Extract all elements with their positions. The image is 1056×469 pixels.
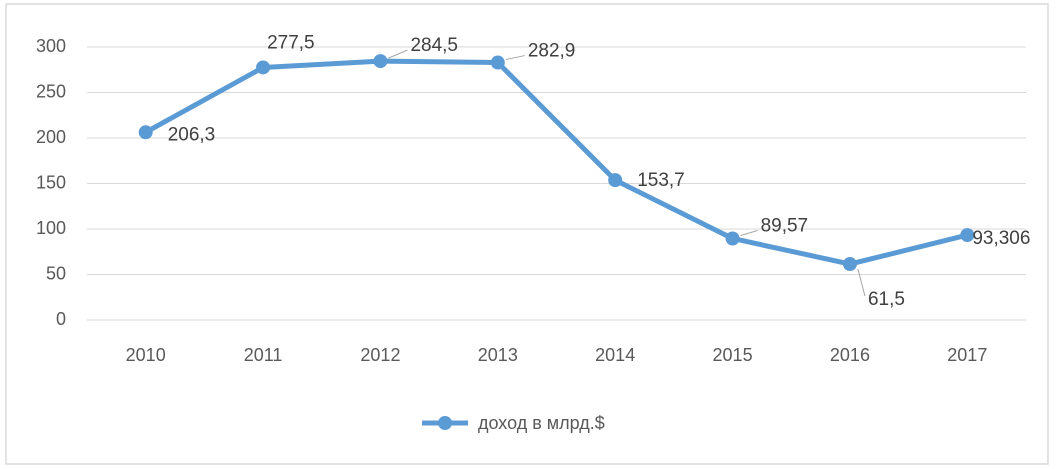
y-tick-label: 100 bbox=[36, 218, 66, 238]
y-tick-label: 150 bbox=[36, 172, 66, 192]
x-tick-label: 2016 bbox=[830, 345, 870, 365]
data-label: 153,7 bbox=[637, 170, 685, 191]
leader-line bbox=[857, 268, 866, 297]
chart-frame bbox=[5, 3, 1049, 465]
leader-line bbox=[740, 230, 758, 236]
data-point bbox=[725, 231, 740, 246]
data-label: 61,5 bbox=[868, 289, 905, 310]
y-tick-label: 50 bbox=[46, 263, 66, 283]
y-tick-label: 0 bbox=[56, 309, 66, 329]
data-point bbox=[373, 54, 388, 69]
x-tick-label: 2011 bbox=[244, 345, 283, 365]
data-point bbox=[256, 60, 271, 75]
x-tick-label: 2014 bbox=[595, 345, 635, 365]
data-point bbox=[490, 55, 505, 70]
data-point bbox=[842, 257, 857, 272]
legend-label: доход в млрд.$ bbox=[478, 413, 605, 433]
y-tick-label: 300 bbox=[36, 36, 66, 56]
data-point bbox=[608, 173, 623, 188]
x-tick-label: 2015 bbox=[713, 345, 753, 365]
data-label: 284,5 bbox=[410, 35, 458, 56]
data-point bbox=[138, 125, 153, 140]
leader-line bbox=[388, 49, 408, 59]
data-label: 277,5 bbox=[267, 32, 315, 53]
data-point bbox=[960, 228, 975, 243]
leader-line bbox=[505, 55, 525, 61]
data-label: 89,57 bbox=[761, 216, 809, 237]
x-tick-label: 2012 bbox=[360, 345, 400, 365]
x-tick-label: 2010 bbox=[126, 345, 166, 365]
data-label: 282,9 bbox=[528, 41, 576, 62]
legend-marker bbox=[438, 416, 452, 430]
data-label: 93,306 bbox=[972, 228, 1030, 249]
series-line bbox=[144, 58, 968, 267]
y-tick-label: 200 bbox=[36, 127, 66, 147]
x-tick-label: 2013 bbox=[478, 345, 518, 365]
y-tick-label: 250 bbox=[36, 81, 66, 101]
data-label: 206,3 bbox=[168, 124, 216, 145]
x-tick-label: 2017 bbox=[947, 345, 987, 365]
